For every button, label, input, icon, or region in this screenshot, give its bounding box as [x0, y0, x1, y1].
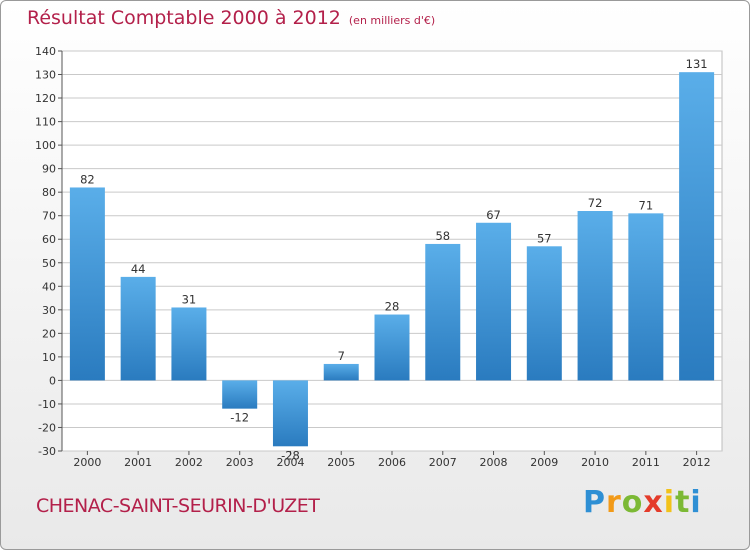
bar-2010: [577, 211, 613, 381]
data-label: 28: [385, 300, 400, 314]
plot-area: [61, 50, 723, 452]
data-label: 57: [537, 231, 552, 245]
data-label: 72: [588, 196, 603, 210]
bar-2002: [171, 307, 207, 381]
x-tick-label: 2005: [327, 456, 355, 469]
y-tick-label: 120: [35, 92, 56, 105]
logo-letter: i: [690, 485, 702, 520]
y-tick-label: 110: [35, 116, 56, 129]
y-tick-label: 60: [42, 233, 56, 246]
x-tick-label: 2004: [276, 456, 304, 469]
y-tick-label: 90: [42, 163, 56, 176]
x-tick-label: 2010: [581, 456, 609, 469]
commune-name: CHENAC-SAINT-SEURIN-D'UZET: [36, 495, 320, 517]
y-tick-label: 130: [35, 69, 56, 82]
data-label: -12: [230, 411, 249, 425]
logo-letter: x: [643, 485, 664, 520]
x-tick-label: 2006: [378, 456, 406, 469]
title-text: Résultat Comptable 2000 à 2012: [27, 7, 341, 29]
bar-2000: [69, 187, 105, 381]
bar-2008: [476, 222, 512, 381]
x-tick-label: 2011: [632, 456, 660, 469]
y-tick-label: 80: [42, 186, 56, 199]
data-label: 131: [686, 57, 708, 71]
logo-letter: r: [606, 485, 622, 520]
x-tick-label: 2003: [226, 456, 254, 469]
bar-2012: [679, 72, 715, 381]
bar-2005: [323, 363, 359, 381]
x-tick-label: 2012: [683, 456, 711, 469]
bar-2009: [526, 246, 562, 381]
bar-2011: [628, 213, 664, 381]
x-tick-label: 2000: [73, 456, 101, 469]
y-tick-label: 20: [42, 327, 56, 340]
data-label: 67: [486, 208, 501, 222]
logo-letter: i: [663, 485, 676, 520]
data-label: 58: [435, 229, 450, 243]
y-tick-label: 100: [35, 139, 56, 152]
data-label: 31: [182, 292, 197, 306]
y-tick-label: 40: [42, 280, 56, 293]
x-tick-label: 2007: [429, 456, 457, 469]
bar-2003: [222, 380, 258, 409]
x-tick-label: 2001: [124, 456, 152, 469]
x-tick-label: 2002: [175, 456, 203, 469]
y-tick-label: 0: [49, 374, 56, 387]
bar-2006: [374, 314, 410, 381]
y-tick-label: 50: [42, 257, 56, 270]
logo-letter: o: [621, 485, 644, 520]
x-tick-label: 2009: [530, 456, 558, 469]
proxiti-logo: Proxiti: [583, 485, 702, 520]
title-unit: (en milliers d'€): [348, 14, 436, 27]
data-label: 71: [639, 198, 654, 212]
y-tick-label: -20: [38, 421, 56, 434]
y-tick-label: 10: [42, 351, 56, 364]
logo-letter: t: [675, 485, 691, 520]
y-tick-label: -30: [38, 445, 56, 458]
bar-2007: [425, 243, 461, 381]
chart-title: Résultat Comptable 2000 à 2012 (en millie…: [27, 7, 435, 29]
y-tick-label: -10: [38, 398, 56, 411]
data-label: 82: [80, 172, 95, 186]
data-label: 44: [131, 262, 146, 276]
y-tick-label: 30: [42, 304, 56, 317]
y-tick-label: 70: [42, 210, 56, 223]
x-tick-label: 2008: [480, 456, 508, 469]
bar-2001: [120, 276, 156, 381]
y-tick-label: 140: [35, 45, 56, 58]
bar-2004: [272, 380, 308, 447]
data-label: -28: [281, 448, 300, 462]
logo-letter: P: [583, 485, 606, 520]
data-label: 7: [338, 349, 345, 363]
